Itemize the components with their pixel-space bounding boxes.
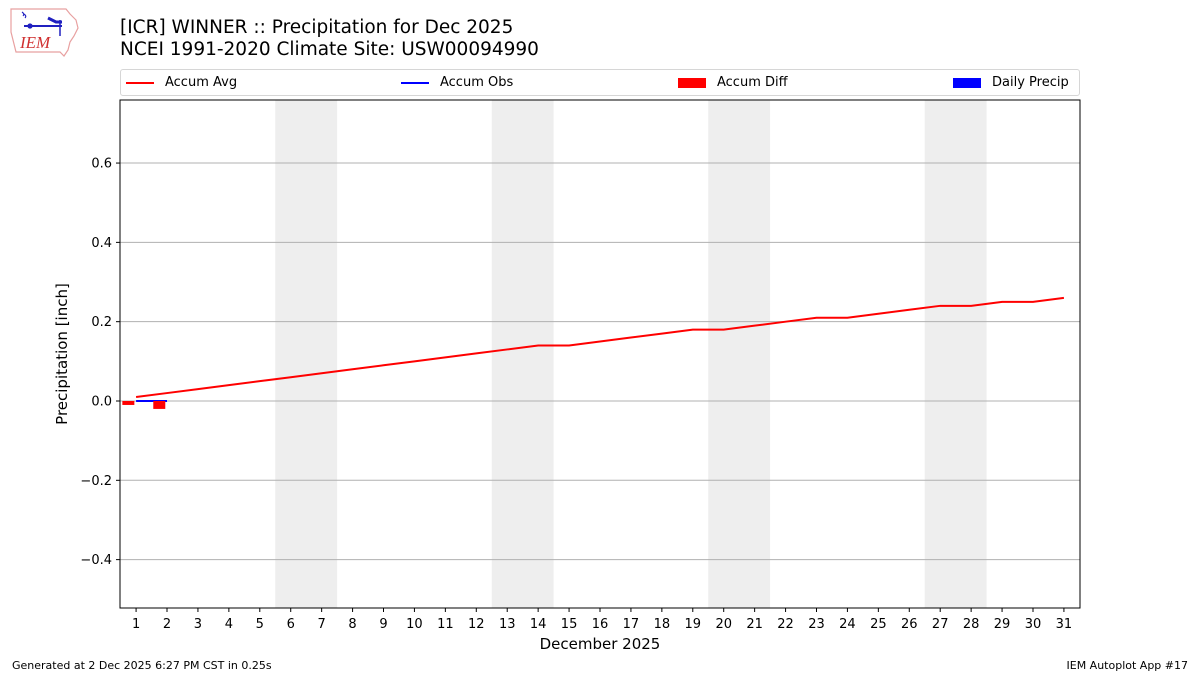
legend-patch-swatch xyxy=(678,77,706,88)
x-tick-label: 12 xyxy=(468,617,485,632)
x-tick-label: 20 xyxy=(715,617,732,632)
x-tick-label: 3 xyxy=(194,617,202,632)
legend-label: Accum Diff xyxy=(717,75,788,90)
x-tick-label: 27 xyxy=(932,617,949,632)
x-tick-label: 28 xyxy=(963,617,980,632)
y-tick-label: −0.2 xyxy=(80,474,112,489)
app-credit: IEM Autoplot App #17 xyxy=(1066,659,1189,672)
y-tick-label: 0.6 xyxy=(91,157,112,172)
title-line-1: [ICR] WINNER :: Precipitation for Dec 20… xyxy=(120,17,514,38)
title-line-2: NCEI 1991-2020 Climate Site: USW00094990 xyxy=(120,39,539,60)
x-axis-label: December 2025 xyxy=(540,635,661,653)
x-tick-label: 24 xyxy=(839,617,856,632)
y-axis-label: Precipitation [inch] xyxy=(53,283,71,425)
x-tick-label: 25 xyxy=(870,617,887,632)
legend-label: Accum Avg xyxy=(165,75,238,90)
x-tick-label: 8 xyxy=(348,617,356,632)
x-tick-label: 11 xyxy=(437,617,454,632)
generated-timestamp: Generated at 2 Dec 2025 6:27 PM CST in 0… xyxy=(12,659,272,672)
x-tick-label: 6 xyxy=(287,617,295,632)
accum-diff-bar xyxy=(122,400,135,405)
weekend-band xyxy=(491,100,554,608)
x-tick-label: 26 xyxy=(901,617,918,632)
legend-label: Daily Precip xyxy=(992,75,1069,90)
y-tick-label: 0.2 xyxy=(91,315,112,330)
x-tick-label: 29 xyxy=(994,617,1011,632)
x-tick-label: 15 xyxy=(561,617,578,632)
chart-legend: Accum Avg Accum Obs Accum Diff Daily Pre… xyxy=(120,69,1080,96)
y-tick-label: −0.4 xyxy=(80,553,112,568)
legend-line-swatch xyxy=(401,81,429,84)
x-tick-label: 5 xyxy=(256,617,264,632)
legend-label: Accum Obs xyxy=(440,75,514,90)
legend-item-daily-precip: Daily Precip xyxy=(953,70,1069,95)
x-tick-label: 10 xyxy=(406,617,423,632)
weekend-band xyxy=(275,100,338,608)
legend-item-accum-diff: Accum Diff xyxy=(678,70,788,95)
x-tick-label: 16 xyxy=(592,617,609,632)
legend-patch-swatch xyxy=(953,77,981,88)
x-tick-label: 13 xyxy=(499,617,516,632)
x-tick-label: 14 xyxy=(530,617,547,632)
svg-text:IEM: IEM xyxy=(19,33,51,52)
y-tick-label: 0.0 xyxy=(91,394,112,409)
y-tick-label: 0.4 xyxy=(91,236,112,251)
legend-item-accum-avg: Accum Avg xyxy=(126,70,237,95)
x-tick-label: 30 xyxy=(1025,617,1042,632)
plot-frame xyxy=(119,99,1081,609)
x-tick-label: 2 xyxy=(163,617,171,632)
accum-avg-line xyxy=(135,296,1065,399)
x-tick-label: 21 xyxy=(746,617,763,632)
legend-item-accum-obs: Accum Obs xyxy=(401,70,513,95)
x-tick-label: 19 xyxy=(685,617,702,632)
chart-title: [ICR] WINNER :: Precipitation for Dec 20… xyxy=(120,17,539,61)
x-tick-label: 4 xyxy=(225,617,233,632)
x-tick-label: 23 xyxy=(808,617,825,632)
weekend-band xyxy=(708,100,771,608)
x-tick-label: 9 xyxy=(379,617,387,632)
weekend-band xyxy=(924,100,987,608)
x-tick-label: 18 xyxy=(654,617,671,632)
x-tick-label: 7 xyxy=(318,617,326,632)
x-tick-label: 1 xyxy=(132,617,140,632)
legend-line-swatch xyxy=(126,81,154,84)
x-tick-label: 31 xyxy=(1056,617,1073,632)
x-tick-label: 22 xyxy=(777,617,794,632)
x-tick-label: 17 xyxy=(623,617,640,632)
iem-logo: IEM xyxy=(10,8,79,57)
accum-diff-bar xyxy=(153,400,166,409)
